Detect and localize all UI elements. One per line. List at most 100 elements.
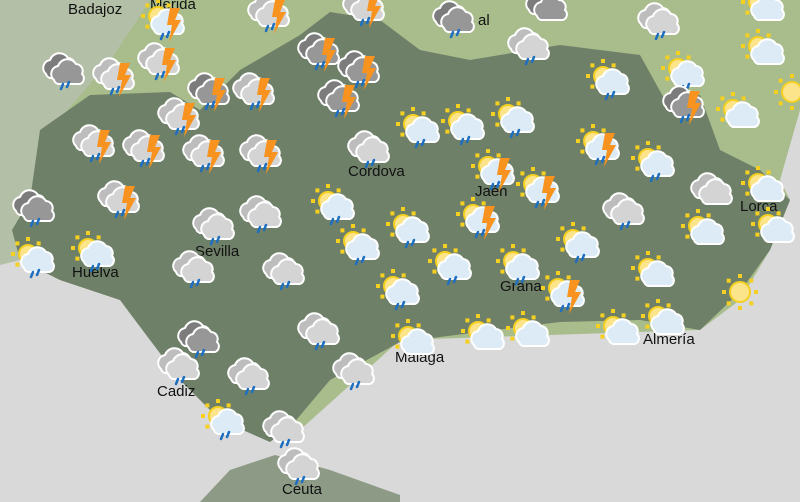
- rain-icon: [256, 223, 268, 234]
- lightning-icon: [367, 0, 381, 28]
- forecast-storm-dark-icon[interactable]: [183, 68, 237, 112]
- forecast-storm-icon[interactable]: [133, 38, 187, 82]
- rain-icon: [154, 70, 166, 81]
- forecast-sun-rain-icon[interactable]: [333, 223, 387, 267]
- rain-icon: [679, 113, 691, 124]
- forecast-sun-cloud-icon[interactable]: [738, 28, 792, 72]
- forecast-rain-dark-icon[interactable]: [8, 185, 62, 229]
- forecast-sun-storm-icon[interactable]: [138, 0, 192, 42]
- forecast-rain-icon[interactable]: [328, 348, 382, 392]
- rain-icon: [249, 100, 261, 111]
- forecast-storm-icon[interactable]: [153, 93, 207, 137]
- forecast-rain-dark-icon[interactable]: [173, 316, 227, 360]
- forecast-sun-icon[interactable]: [765, 70, 800, 114]
- forecast-sun-rain-icon[interactable]: [425, 243, 479, 287]
- forecast-sun-rain-icon[interactable]: [393, 106, 447, 150]
- forecast-sun-rain-icon[interactable]: [383, 206, 437, 250]
- forecast-rain-icon[interactable]: [258, 406, 312, 450]
- forecast-storm-dark-icon[interactable]: [658, 81, 712, 125]
- cloud-icon: [662, 85, 705, 118]
- forecast-sun-rain-icon[interactable]: [68, 230, 122, 274]
- forecast-sun-cloud-icon[interactable]: [503, 310, 557, 354]
- rain-icon: [89, 262, 101, 273]
- forecast-storm-icon[interactable]: [235, 130, 289, 174]
- forecast-storm-icon[interactable]: [93, 176, 147, 220]
- lightning-icon: [322, 38, 336, 72]
- lightning-icon: [212, 78, 226, 112]
- forecast-rain-icon[interactable]: [258, 248, 312, 292]
- forecast-rain-dark-icon[interactable]: [428, 0, 482, 40]
- forecast-sun-icon[interactable]: [713, 270, 767, 314]
- forecast-rain-dark-icon[interactable]: [38, 48, 92, 92]
- forecast-sun-cloud-icon[interactable]: [748, 206, 800, 250]
- forecast-sun-storm-icon[interactable]: [468, 148, 522, 192]
- forecast-rain-icon[interactable]: [598, 188, 652, 232]
- cloud-icon: [637, 2, 680, 35]
- forecast-sun-rain-icon[interactable]: [658, 50, 712, 94]
- forecast-storm-dark-icon[interactable]: [333, 46, 387, 90]
- forecast-rain-icon[interactable]: [235, 191, 289, 235]
- rain-icon: [446, 275, 458, 286]
- forecast-sun-rain-icon[interactable]: [8, 236, 62, 280]
- forecast-storm-icon[interactable]: [178, 130, 232, 174]
- cloud-icon: [640, 260, 675, 287]
- forecast-rain-icon[interactable]: [153, 343, 207, 387]
- forecast-sun-rain-icon[interactable]: [308, 183, 362, 227]
- forecast-sun-cloud-icon[interactable]: [738, 165, 792, 209]
- forecast-sun-storm-icon[interactable]: [453, 196, 507, 240]
- cloud-icon: [345, 233, 380, 260]
- cloud-icon: [525, 0, 568, 21]
- forecast-sun-rain-icon[interactable]: [553, 221, 607, 265]
- forecast-rain-icon[interactable]: [343, 126, 397, 170]
- forecast-sun-rain-icon[interactable]: [198, 398, 252, 442]
- forecast-storm-icon[interactable]: [88, 53, 142, 97]
- cloud-icon: [725, 101, 760, 128]
- forecast-storm-dark-icon[interactable]: [313, 75, 367, 119]
- forecast-rain-icon[interactable]: [503, 23, 557, 67]
- forecast-sun-cloud-icon[interactable]: [738, 0, 792, 28]
- cloud-icon: [12, 189, 55, 222]
- forecast-rain-icon[interactable]: [168, 246, 222, 290]
- forecast-sun-cloud-icon[interactable]: [678, 208, 732, 252]
- cloud-icon: [80, 240, 115, 267]
- forecast-sun-storm-icon[interactable]: [573, 123, 627, 167]
- forecast-storm-icon[interactable]: [118, 125, 172, 169]
- rain-icon: [194, 348, 206, 359]
- lightning-icon: [97, 130, 111, 164]
- cloud-icon: [182, 134, 225, 167]
- forecast-rain-icon[interactable]: [188, 203, 242, 247]
- city-label: Badajoz: [68, 1, 123, 18]
- forecast-rain-icon[interactable]: [273, 443, 327, 487]
- forecast-sun-cloud-icon[interactable]: [713, 91, 767, 135]
- forecast-rain-icon[interactable]: [293, 308, 347, 352]
- forecast-sun-rain-icon[interactable]: [583, 58, 637, 102]
- forecast-cloud-dark-icon[interactable]: [521, 0, 575, 28]
- forecast-rain-icon[interactable]: [223, 353, 277, 397]
- forecast-rain-icon[interactable]: [633, 0, 687, 42]
- forecast-sun-storm-icon[interactable]: [538, 270, 592, 314]
- forecast-storm-icon[interactable]: [68, 120, 122, 164]
- forecast-sun-cloud-icon[interactable]: [458, 313, 512, 357]
- cloud-icon: [690, 218, 725, 245]
- forecast-sun-storm-icon[interactable]: [513, 166, 567, 210]
- cloud-icon: [395, 216, 430, 243]
- forecast-sun-cloud-icon[interactable]: [388, 318, 442, 362]
- forecast-sun-rain-icon[interactable]: [373, 268, 427, 312]
- forecast-sun-cloud-icon[interactable]: [638, 298, 692, 342]
- forecast-sun-cloud-icon[interactable]: [628, 250, 682, 294]
- forecast-sun-rain-icon[interactable]: [493, 243, 547, 287]
- cloud-icon: [750, 175, 785, 202]
- forecast-sun-rain-icon[interactable]: [438, 103, 492, 147]
- forecast-storm-icon[interactable]: [228, 68, 282, 112]
- city-label: Almería: [643, 331, 695, 348]
- forecast-sun-rain-icon[interactable]: [628, 140, 682, 184]
- forecast-sun-rain-icon[interactable]: [488, 96, 542, 140]
- cloud-icon: [760, 216, 795, 243]
- forecast-storm-icon[interactable]: [243, 0, 297, 34]
- city-label: Huelva: [72, 264, 119, 281]
- forecast-cloud-icon[interactable]: [686, 168, 740, 212]
- forecast-sun-cloud-icon[interactable]: [593, 308, 647, 352]
- forecast-storm-dark-icon[interactable]: [293, 28, 347, 72]
- forecast-storm-icon[interactable]: [338, 0, 392, 28]
